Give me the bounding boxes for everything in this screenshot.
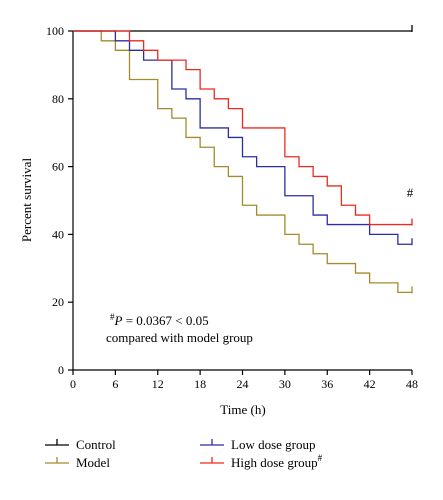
x-tick-label: 42 (364, 377, 376, 391)
x-tick-label: 36 (321, 377, 333, 391)
x-tick-label: 0 (70, 377, 76, 391)
x-tick-label: 48 (406, 377, 418, 391)
legend-item-high-dose-group: High dose group# (200, 453, 323, 470)
legend-label: High dose group# (231, 453, 323, 470)
x-tick-label: 12 (152, 377, 164, 391)
x-tick-label: 6 (112, 377, 118, 391)
legend-label: Model (76, 455, 110, 470)
series-line-low-dose-group (73, 30, 412, 245)
y-tick-label: 100 (46, 24, 64, 38)
x-tick-label: 18 (194, 377, 206, 391)
y-axis-label: Percent survival (19, 158, 34, 243)
legend: Control Low dose group Model High dose grou… (45, 437, 323, 470)
legend-item-model: Model (45, 455, 110, 470)
series-line-model (73, 30, 412, 294)
chart-axes: 0 20 40 60 80 100 0 6 12 18 24 30 36 42 48 (46, 24, 418, 391)
p-value-hash: # (110, 312, 115, 322)
comparison-note: compared with model group (106, 330, 253, 345)
y-tick-label: 20 (52, 295, 64, 309)
series-line-high-dose-group (73, 30, 412, 226)
legend-item-control: Control (45, 437, 116, 452)
x-tick-label: 24 (237, 377, 249, 391)
y-tick-label: 80 (52, 92, 64, 106)
legend-label: Control (76, 437, 116, 452)
legend-label: Low dose group (231, 437, 316, 452)
y-tick-label: 60 (52, 160, 64, 174)
p-value-annotation: #P = 0.0367 < 0.05 (110, 312, 209, 328)
p-value-symbol: P (114, 313, 123, 328)
x-axis-label: Time (h) (220, 402, 265, 417)
significance-hash-mark: # (407, 185, 414, 200)
series-layer (73, 25, 413, 294)
x-tick-label: 30 (279, 377, 291, 391)
p-value-text: = 0.0367 < 0.05 (122, 313, 208, 328)
legend-item-low-dose-group: Low dose group (200, 437, 316, 452)
y-tick-label: 40 (52, 227, 64, 241)
legend-superscript: # (318, 453, 323, 463)
y-tick-label: 0 (58, 363, 64, 377)
